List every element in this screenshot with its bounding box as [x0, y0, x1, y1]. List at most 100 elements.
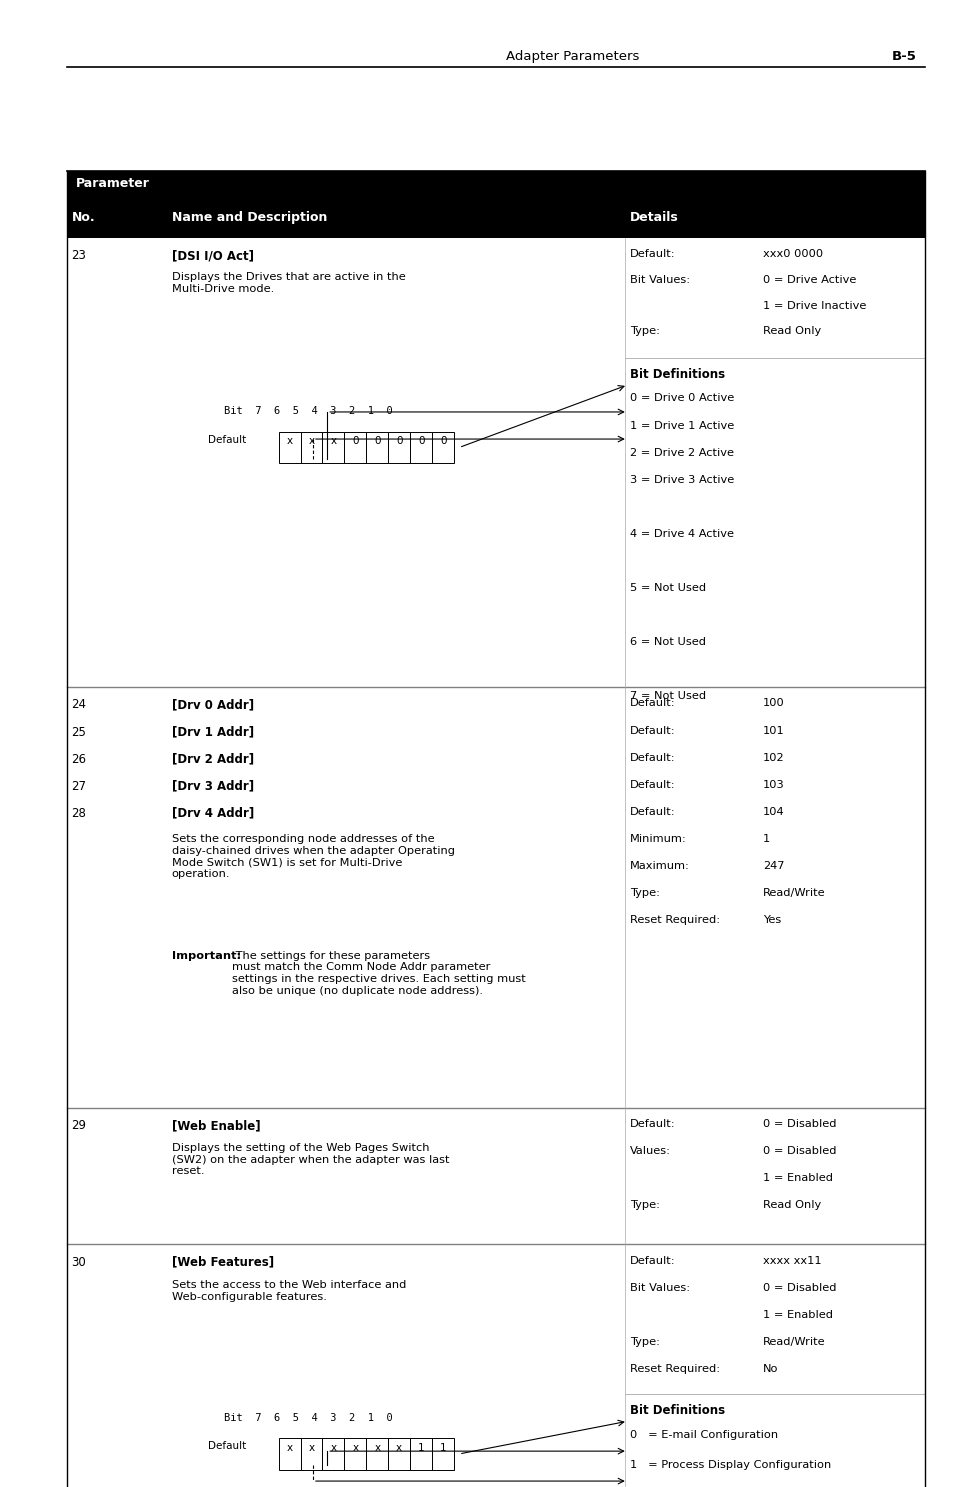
Text: Adapter Parameters: Adapter Parameters: [505, 51, 639, 62]
Text: 0 = Drive Active: 0 = Drive Active: [762, 275, 856, 286]
Text: x: x: [308, 436, 314, 446]
Text: B-5: B-5: [891, 51, 916, 62]
Text: Default:: Default:: [629, 1120, 675, 1129]
Text: 26: 26: [71, 752, 87, 766]
FancyBboxPatch shape: [366, 1438, 388, 1469]
Text: 101: 101: [762, 726, 784, 736]
Text: [Drv 1 Addr]: [Drv 1 Addr]: [172, 726, 253, 739]
Text: 4 = Drive 4 Active: 4 = Drive 4 Active: [629, 529, 733, 538]
Text: 0: 0: [374, 436, 380, 446]
Text: x: x: [308, 1442, 314, 1453]
Text: 25: 25: [71, 726, 87, 739]
Text: 2 = Drive 2 Active: 2 = Drive 2 Active: [629, 448, 733, 458]
Text: Type:: Type:: [629, 327, 659, 336]
Text: xxxx xx11: xxxx xx11: [762, 1257, 821, 1265]
Text: 29: 29: [71, 1120, 87, 1132]
FancyBboxPatch shape: [344, 431, 366, 464]
Text: x: x: [330, 1442, 336, 1453]
Text: No: No: [762, 1364, 778, 1374]
Text: 0 = Disabled: 0 = Disabled: [762, 1146, 836, 1155]
Text: Reset Required:: Reset Required:: [629, 1364, 719, 1374]
FancyBboxPatch shape: [410, 1438, 432, 1469]
Text: 24: 24: [71, 699, 87, 711]
Text: Read/Write: Read/Write: [762, 1337, 825, 1347]
FancyBboxPatch shape: [388, 431, 410, 464]
Text: 247: 247: [762, 861, 784, 871]
Text: 23: 23: [71, 250, 87, 263]
Text: No.: No.: [71, 211, 95, 225]
Text: 30: 30: [71, 1257, 86, 1268]
FancyBboxPatch shape: [300, 1438, 322, 1469]
Text: Displays the Drives that are active in the
Multi-Drive mode.: Displays the Drives that are active in t…: [172, 272, 405, 294]
Text: Type:: Type:: [629, 1200, 659, 1210]
Text: 1   = Process Display Configuration: 1 = Process Display Configuration: [629, 1460, 830, 1469]
FancyBboxPatch shape: [410, 431, 432, 464]
Text: Sets the access to the Web interface and
Web-configurable features.: Sets the access to the Web interface and…: [172, 1280, 406, 1301]
Text: Default: Default: [208, 1441, 246, 1451]
Text: 0: 0: [417, 436, 424, 446]
Text: Values:: Values:: [629, 1146, 670, 1155]
Text: 1 = Enabled: 1 = Enabled: [762, 1173, 832, 1184]
Text: 0 = Drive 0 Active: 0 = Drive 0 Active: [629, 394, 733, 403]
Text: Default:: Default:: [629, 807, 675, 816]
Text: x: x: [352, 1442, 358, 1453]
Text: The settings for these parameters
must match the Comm Node Addr parameter
settin: The settings for these parameters must m…: [232, 950, 525, 996]
Text: Reset Required:: Reset Required:: [629, 915, 719, 925]
Text: Read Only: Read Only: [762, 327, 821, 336]
Text: 6 = Not Used: 6 = Not Used: [629, 638, 705, 647]
FancyBboxPatch shape: [278, 1438, 300, 1469]
FancyBboxPatch shape: [366, 431, 388, 464]
FancyBboxPatch shape: [322, 1438, 344, 1469]
Text: [DSI I/O Act]: [DSI I/O Act]: [172, 250, 253, 263]
Text: x: x: [330, 436, 336, 446]
Text: 0   = E-mail Configuration: 0 = E-mail Configuration: [629, 1430, 777, 1439]
Text: Type:: Type:: [629, 1337, 659, 1347]
Text: Bit  7  6  5  4  3  2  1  0: Bit 7 6 5 4 3 2 1 0: [224, 406, 393, 416]
Text: 0: 0: [352, 436, 358, 446]
Text: Details: Details: [629, 211, 678, 225]
Text: 1: 1: [439, 1442, 446, 1453]
Text: Maximum:: Maximum:: [629, 861, 689, 871]
Text: 102: 102: [762, 752, 784, 763]
FancyBboxPatch shape: [344, 1438, 366, 1469]
Text: Default:: Default:: [629, 699, 675, 708]
Text: 1 = Drive Inactive: 1 = Drive Inactive: [762, 300, 865, 311]
Text: Read Only: Read Only: [762, 1200, 821, 1210]
FancyBboxPatch shape: [432, 431, 454, 464]
Text: Default:: Default:: [629, 779, 675, 790]
Text: Read/Write: Read/Write: [762, 888, 825, 898]
FancyBboxPatch shape: [67, 207, 924, 238]
FancyBboxPatch shape: [322, 431, 344, 464]
Text: 27: 27: [71, 779, 87, 793]
Text: x: x: [395, 1442, 402, 1453]
FancyBboxPatch shape: [432, 1438, 454, 1469]
Text: Bit Values:: Bit Values:: [629, 1283, 689, 1292]
Text: Type:: Type:: [629, 888, 659, 898]
Text: 104: 104: [762, 807, 784, 816]
Text: Bit Definitions: Bit Definitions: [629, 1404, 724, 1417]
Text: [Drv 3 Addr]: [Drv 3 Addr]: [172, 779, 253, 793]
Text: 0 = Disabled: 0 = Disabled: [762, 1120, 836, 1129]
Text: x: x: [286, 1442, 293, 1453]
Text: [Drv 2 Addr]: [Drv 2 Addr]: [172, 752, 253, 766]
Text: 103: 103: [762, 779, 784, 790]
Text: Default:: Default:: [629, 752, 675, 763]
Text: x: x: [374, 1442, 380, 1453]
Text: 1 = Enabled: 1 = Enabled: [762, 1310, 832, 1320]
Text: 1: 1: [417, 1442, 424, 1453]
Text: Displays the setting of the Web Pages Switch
(SW2) on the adapter when the adapt: Displays the setting of the Web Pages Sw…: [172, 1144, 449, 1176]
Text: Default:: Default:: [629, 726, 675, 736]
FancyBboxPatch shape: [388, 1438, 410, 1469]
FancyBboxPatch shape: [67, 171, 924, 207]
FancyBboxPatch shape: [300, 431, 322, 464]
Text: Default:: Default:: [629, 250, 675, 259]
Text: Default:: Default:: [629, 1257, 675, 1265]
Text: Name and Description: Name and Description: [172, 211, 327, 225]
Text: 3 = Drive 3 Active: 3 = Drive 3 Active: [629, 474, 733, 485]
Text: Sets the corresponding node addresses of the
daisy-chained drives when the adapt: Sets the corresponding node addresses of…: [172, 834, 455, 879]
Text: Minimum:: Minimum:: [629, 834, 685, 845]
Text: x: x: [286, 436, 293, 446]
Text: [Drv 4 Addr]: [Drv 4 Addr]: [172, 807, 253, 819]
Text: Default: Default: [208, 434, 246, 445]
Text: [Web Enable]: [Web Enable]: [172, 1120, 260, 1132]
